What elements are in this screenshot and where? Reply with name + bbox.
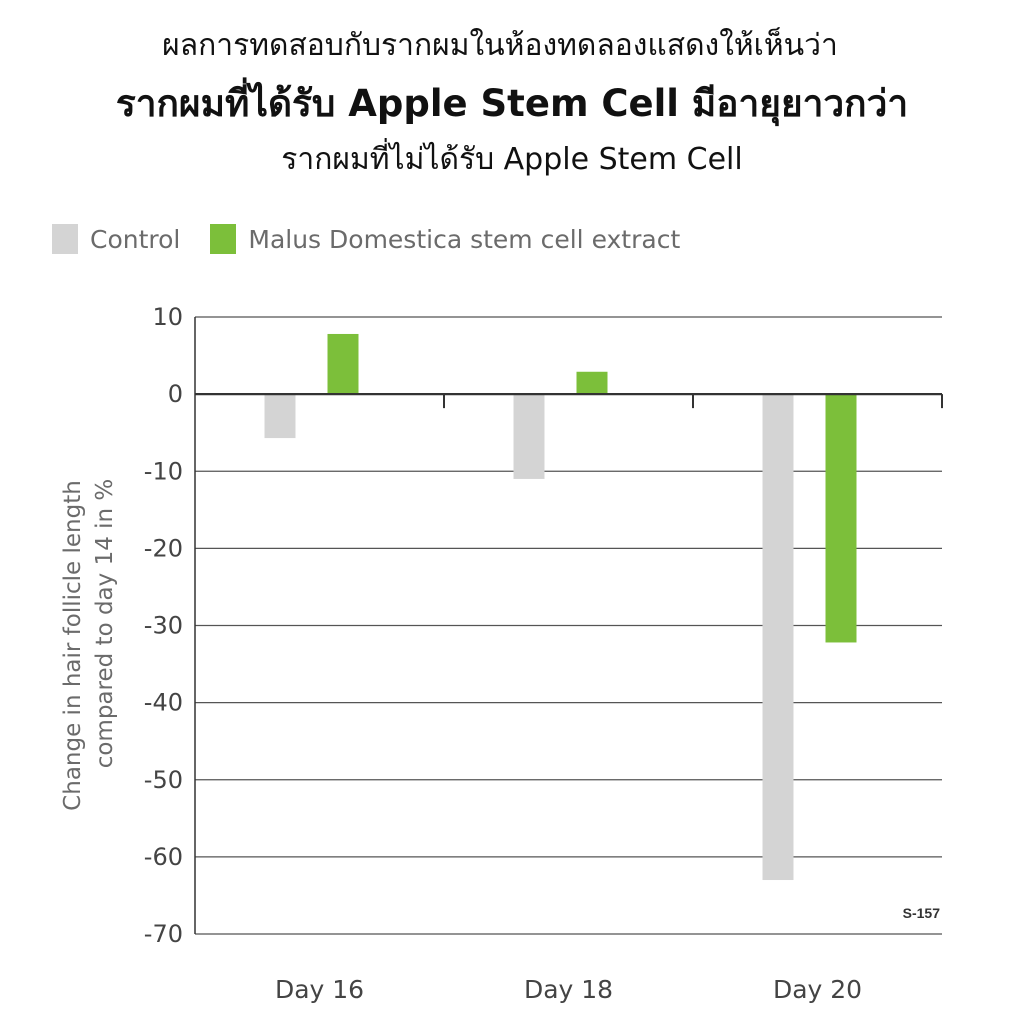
title-line-3: รากผมที่ไม่ได้รับ Apple Stem Cell — [281, 142, 743, 177]
legend-label-extract: Malus Domestica stem cell extract — [248, 224, 681, 254]
x-tick-label: Day 16 — [275, 975, 364, 1004]
y-tick-label: -20 — [144, 534, 183, 562]
y-tick-label: -40 — [144, 689, 183, 717]
x-tick-label: Day 20 — [773, 975, 862, 1004]
legend-item-control: Control — [52, 224, 180, 254]
title-line-2: รากผมที่ได้รับ Apple Stem Cell มีอายุยาว… — [115, 82, 909, 125]
y-tick-label: 0 — [168, 380, 183, 408]
y-tick-label: -50 — [144, 766, 183, 794]
legend-swatch-control — [52, 224, 78, 254]
y-tick-label: -10 — [144, 457, 183, 485]
legend-item-extract: Malus Domestica stem cell extract — [210, 224, 680, 254]
bar-extract — [327, 333, 359, 395]
bar-control — [264, 394, 296, 439]
bar-extract — [825, 394, 857, 643]
y-axis-label-line-2: compared to day 14 in % — [92, 479, 118, 769]
bar-control — [513, 394, 545, 479]
y-tick-label: -30 — [144, 612, 183, 640]
y-tick-label: -70 — [144, 920, 183, 948]
y-tick-label: 10 — [152, 303, 183, 331]
chart-legend: Control Malus Domestica stem cell extrac… — [52, 222, 710, 256]
legend-label-control: Control — [90, 224, 181, 254]
bar-extract — [576, 371, 608, 395]
legend-swatch-extract — [210, 224, 237, 254]
x-tick-label: Day 18 — [524, 975, 613, 1004]
y-axis-label-line-1: Change in hair follicle length — [60, 480, 86, 811]
chart-annotation: S-157 — [903, 905, 941, 921]
y-tick-label: -60 — [144, 843, 183, 871]
bar-control — [762, 394, 794, 881]
title-line-1: ผลการทดสอบกับรากผมในห้องทดลองแสดงให้เห็น… — [162, 28, 838, 63]
